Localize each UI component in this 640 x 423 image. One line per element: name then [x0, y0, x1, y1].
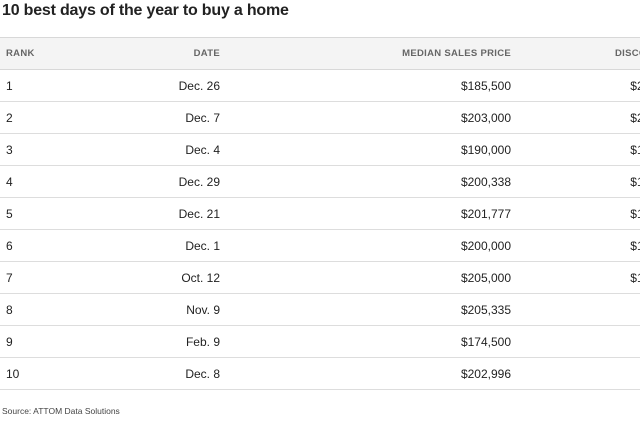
rank-cell: 8	[0, 293, 68, 326]
discount-cell: $1,823	[513, 133, 640, 166]
median-sales-price-cell: $205,000	[222, 261, 513, 294]
rank-cell: 6	[0, 229, 68, 262]
date-cell: Dec. 21	[68, 197, 222, 230]
source-note: Source: ATTOM Data Solutions	[2, 406, 120, 416]
date-cell: Dec. 8	[68, 357, 222, 390]
column-header-discount: DISCOUNT	[513, 37, 640, 70]
date-cell: Dec. 4	[68, 133, 222, 166]
discount-cell: $500	[513, 325, 640, 358]
discount-cell: $2,000	[513, 101, 640, 134]
column-header-median-sales-price: MEDIAN SALES PRICE	[222, 37, 513, 70]
rank-cell: 3	[0, 133, 68, 166]
best-days-table: RANK DATE MEDIAN SALES PRICE DISCOUNT 1D…	[0, 37, 640, 390]
discount-cell: $666	[513, 293, 640, 326]
rank-cell: 7	[0, 261, 68, 294]
rank-cell: 2	[0, 101, 68, 134]
date-cell: Dec. 29	[68, 165, 222, 198]
median-sales-price-cell: $174,500	[222, 325, 513, 358]
discount-cell: $2,500	[513, 69, 640, 102]
date-cell: Dec. 1	[68, 229, 222, 262]
discount-cell: $1,000	[513, 229, 640, 262]
discount-cell: $1,000	[513, 261, 640, 294]
median-sales-price-cell: $202,996	[222, 357, 513, 390]
rank-cell: 10	[0, 357, 68, 390]
date-cell: Oct. 12	[68, 261, 222, 294]
column-header-rank: RANK	[0, 37, 68, 70]
date-cell: Feb. 9	[68, 325, 222, 358]
rank-cell: 4	[0, 165, 68, 198]
date-cell: Dec. 7	[68, 101, 222, 134]
discount-cell: $1,320	[513, 165, 640, 198]
rank-cell: 1	[0, 69, 68, 102]
date-cell: Dec. 26	[68, 69, 222, 102]
median-sales-price-cell: $201,777	[222, 197, 513, 230]
median-sales-price-cell: $200,000	[222, 229, 513, 262]
median-sales-price-cell: $200,338	[222, 165, 513, 198]
median-sales-price-cell: $205,335	[222, 293, 513, 326]
discount-cell: $1,223	[513, 197, 640, 230]
median-sales-price-cell: $190,000	[222, 133, 513, 166]
median-sales-price-cell: $203,000	[222, 101, 513, 134]
discount-cell: $149	[513, 357, 640, 390]
rank-cell: 5	[0, 197, 68, 230]
column-header-date: DATE	[68, 37, 222, 70]
median-sales-price-cell: $185,500	[222, 69, 513, 102]
table-title: 10 best days of the year to buy a home	[2, 2, 289, 19]
header-row: RANK DATE MEDIAN SALES PRICE DISCOUNT	[0, 37, 640, 70]
date-cell: Nov. 9	[68, 293, 222, 326]
rank-cell: 9	[0, 325, 68, 358]
